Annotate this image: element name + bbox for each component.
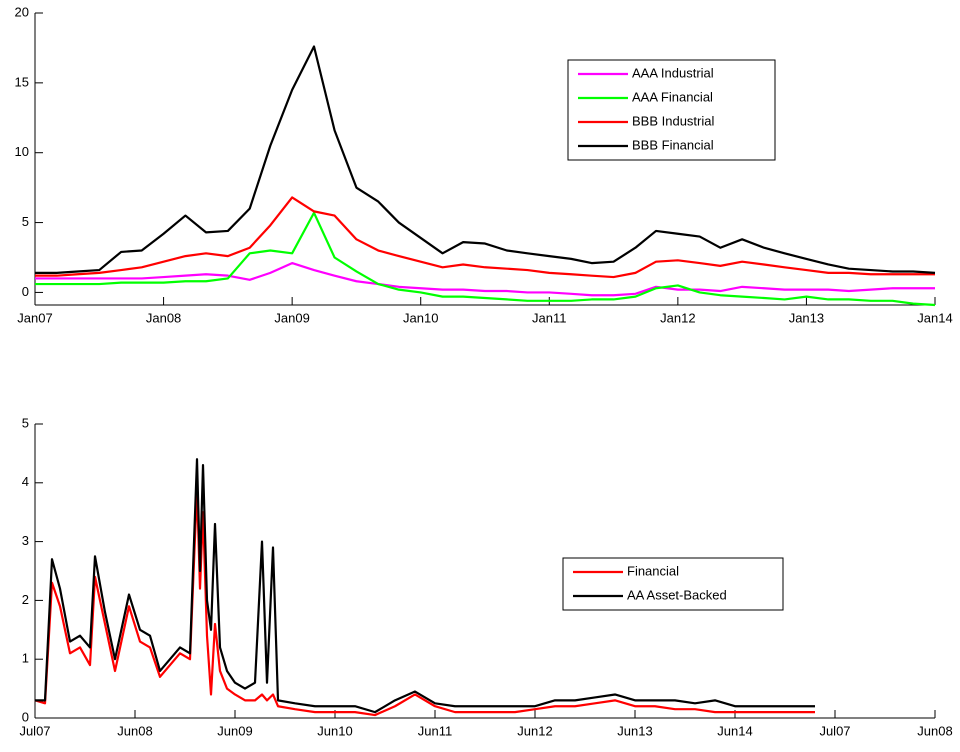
y-tick-label: 2 [22, 592, 29, 607]
x-tick-label: Jul07 [819, 723, 850, 738]
legend-label: AAA Financial [632, 89, 713, 104]
y-tick-label: 10 [15, 144, 29, 159]
y-tick-label: 5 [22, 415, 29, 430]
x-tick-label: Jan12 [660, 310, 695, 325]
x-tick-label: Jun10 [317, 723, 352, 738]
x-tick-label: Jun13 [617, 723, 652, 738]
series-line [35, 211, 936, 307]
y-tick-label: 0 [22, 284, 29, 299]
x-tick-label: Jan13 [789, 310, 824, 325]
legend-label: BBB Financial [632, 137, 714, 152]
x-tick-label: Jul07 [19, 723, 50, 738]
x-tick-label: Jun11 [418, 723, 452, 738]
legend-label: AAA Industrial [632, 65, 714, 80]
legend-label: Financial [627, 563, 679, 578]
x-tick-label: Jun08 [117, 723, 152, 738]
y-tick-label: 1 [22, 651, 29, 666]
series-line [35, 261, 935, 297]
legend-label: AA Asset-Backed [627, 587, 727, 602]
x-tick-label: Jan10 [403, 310, 438, 325]
y-tick-label: 5 [22, 214, 29, 229]
legend-box [562, 557, 784, 611]
x-tick-label: Jun08 [917, 723, 952, 738]
x-tick-label: Jun12 [517, 723, 552, 738]
x-tick-label: Jun14 [717, 723, 752, 738]
series-line [35, 45, 936, 274]
x-tick-label: Jun09 [217, 723, 252, 738]
legend-label: BBB Industrial [632, 113, 714, 128]
x-tick-label: Jan11 [532, 310, 566, 325]
x-tick-label: Jan07 [17, 310, 52, 325]
y-tick-label: 15 [15, 74, 29, 89]
y-tick-label: 3 [22, 533, 29, 548]
series-line [35, 196, 935, 279]
legend-box [567, 59, 776, 161]
y-tick-label: 4 [22, 474, 29, 489]
x-tick-label: Jan14 [917, 310, 952, 325]
y-tick-label: 0 [22, 709, 29, 724]
series-line [34, 487, 815, 717]
series-line [35, 458, 815, 714]
x-tick-label: Jan09 [274, 310, 309, 325]
x-tick-label: Jan08 [146, 310, 181, 325]
y-tick-label: 20 [15, 4, 29, 19]
